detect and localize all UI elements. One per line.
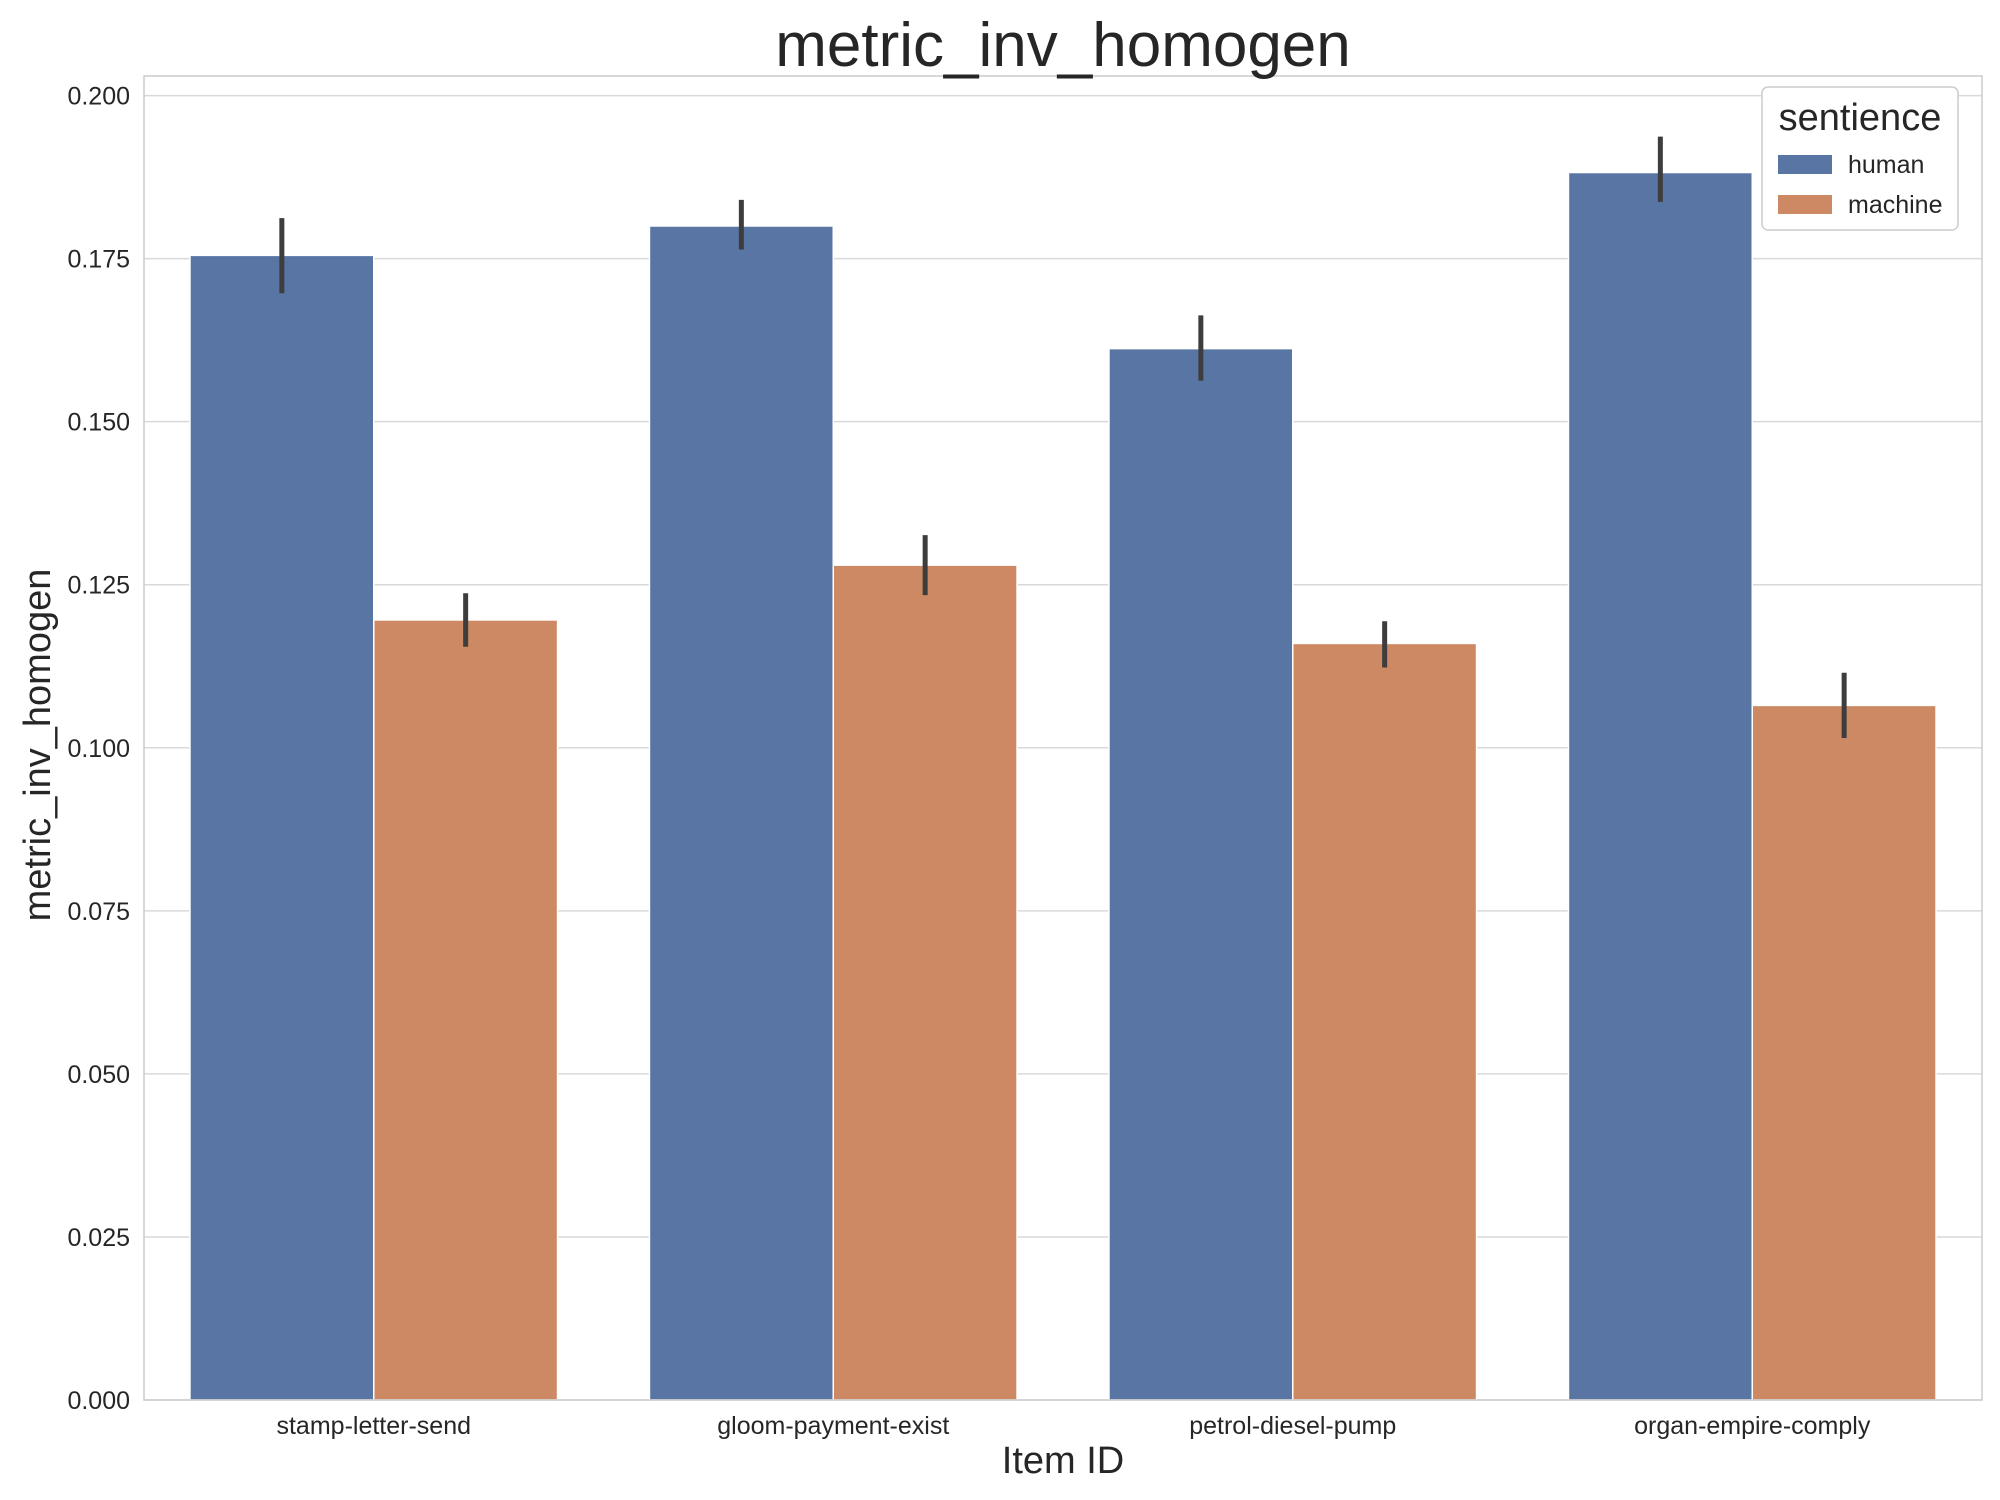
y-tick-label: 0.000 xyxy=(67,1387,130,1415)
chart-title: metric_inv_homogen xyxy=(775,11,1351,80)
x-tick-label: organ-empire-comply xyxy=(1634,1412,1871,1440)
bar-machine-petrol-diesel-pump xyxy=(1292,642,1478,1401)
y-tick-label: 0.075 xyxy=(67,898,130,926)
bar-machine-gloom-payment-exist xyxy=(832,564,1018,1401)
x-tick-label: gloom-payment-exist xyxy=(717,1412,949,1440)
y-tick-label: 0.175 xyxy=(67,246,130,274)
x-tick-label: petrol-diesel-pump xyxy=(1189,1412,1396,1440)
y-tick-label: 0.050 xyxy=(67,1061,130,1089)
y-tick-label: 0.150 xyxy=(67,409,130,437)
legend-items: human machine xyxy=(1778,151,1943,219)
legend-swatch-machine xyxy=(1778,195,1832,214)
y-tick-label: 0.100 xyxy=(67,735,130,763)
bar-human-organ-empire-comply xyxy=(1567,171,1753,1401)
bar-human-stamp-letter-send xyxy=(189,254,375,1401)
x-axis-label: Item ID xyxy=(1002,1440,1124,1482)
y-tick-label: 0.125 xyxy=(67,572,130,600)
bar-human-petrol-diesel-pump xyxy=(1108,347,1294,1401)
bar-machine-organ-empire-comply xyxy=(1751,704,1937,1401)
legend-swatch-human xyxy=(1778,155,1832,174)
legend: sentience human machine xyxy=(1761,86,1959,231)
bar-machine-stamp-letter-send xyxy=(373,619,559,1401)
bars xyxy=(189,171,1937,1401)
plot-area-frame xyxy=(143,75,1983,1401)
legend-label-machine: machine xyxy=(1848,191,1943,219)
legend-title: sentience xyxy=(1779,97,1942,139)
legend-box xyxy=(1761,86,1959,231)
error-bars xyxy=(279,136,1847,738)
legend-label-human: human xyxy=(1848,151,1924,179)
y-tick-label: 0.025 xyxy=(67,1224,130,1252)
y-axis-label: metric_inv_homogen xyxy=(17,569,59,922)
y-tick-labels: 0.000 0.025 0.050 0.075 0.100 0.125 0.150 0.175… xyxy=(67,83,130,1415)
y-tick-label: 0.200 xyxy=(67,83,130,111)
x-tick-labels: stamp-letter-send gloom-payment-exist petr… xyxy=(276,1412,1870,1440)
x-tick-label: stamp-letter-send xyxy=(276,1412,471,1440)
bar-human-gloom-payment-exist xyxy=(648,225,835,1401)
